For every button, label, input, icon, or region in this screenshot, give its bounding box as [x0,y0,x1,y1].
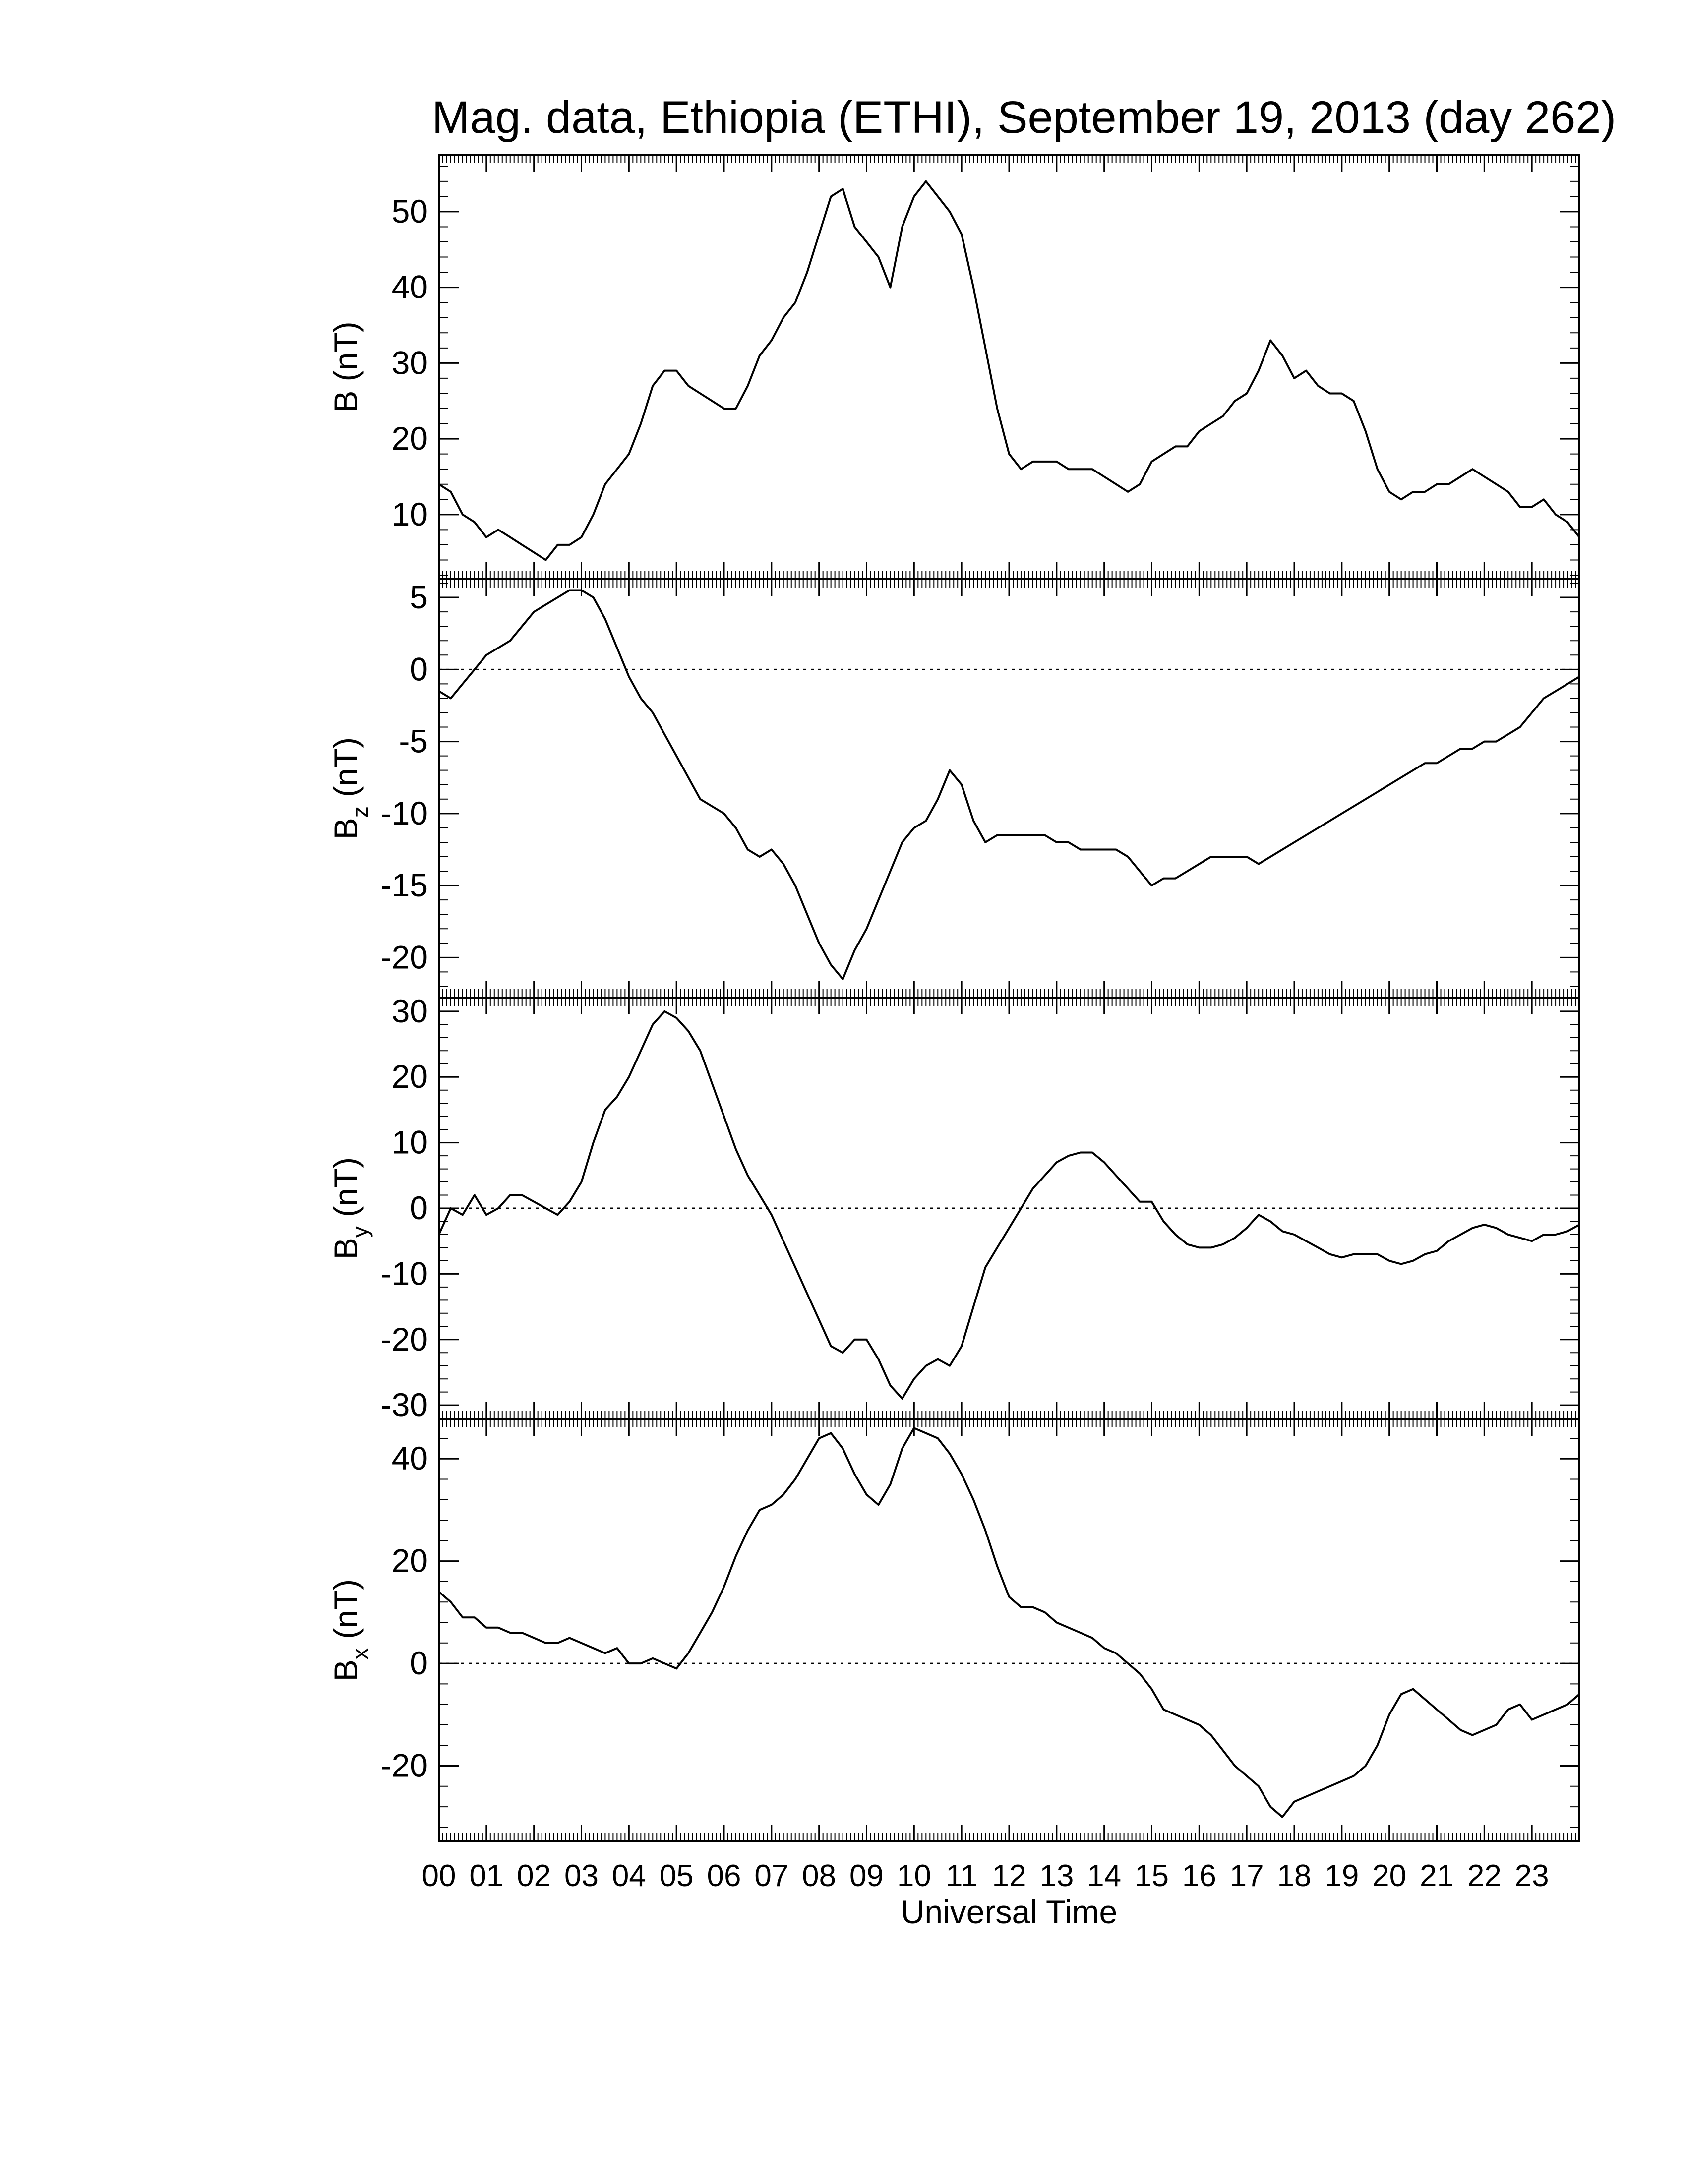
y-tick-label: 10 [392,1124,428,1161]
y-tick-label: -15 [381,867,428,903]
y-tick-label: -20 [381,1321,428,1358]
x-tick-label: 08 [802,1859,836,1893]
y-tick-label: 10 [392,496,428,532]
y-tick-label: 5 [410,579,428,615]
x-axis-label: Universal Time [901,1893,1117,1930]
chart-title: Mag. data, Ethiopia (ETHI), September 19… [432,92,1616,143]
x-tick-label: 02 [517,1859,551,1893]
x-tick-label: 10 [897,1859,931,1893]
y-axis-label: By (nT) [327,1157,373,1259]
x-tick-label: 06 [707,1859,741,1893]
panel-frame [438,1418,1580,1842]
x-tick-label: 19 [1325,1859,1359,1893]
series-line [438,1010,1580,1400]
x-tick-label: 22 [1467,1859,1502,1893]
x-tick-label: 11 [946,1859,977,1893]
y-axis-label: B (nT) [327,321,364,412]
x-tick-label: 13 [1039,1859,1074,1893]
y-tick-label: 30 [392,344,428,381]
y-tick-label: 20 [392,1542,428,1579]
x-tick-label: 09 [849,1859,884,1893]
x-tick-label: 14 [1087,1859,1121,1893]
x-tick-label: 01 [469,1859,503,1893]
series-line [438,1427,1580,1818]
x-tick-label: 03 [564,1859,599,1893]
y-tick-label: -20 [381,939,428,975]
x-tick-label: 16 [1182,1859,1216,1893]
x-tick-label: 05 [660,1859,694,1893]
y-tick-label: 20 [392,1058,428,1095]
x-tick-label: 20 [1372,1859,1406,1893]
panel-frame [438,578,1580,999]
y-tick-label: -20 [381,1747,428,1784]
y-tick-label: -10 [381,795,428,831]
y-tick-label: 0 [410,650,428,687]
x-tick-label: 00 [422,1859,456,1893]
y-axis-label: Bz (nT) [327,737,373,839]
y-tick-label: 20 [392,420,428,457]
y-axis-label: Bx (nT) [327,1579,373,1681]
x-tick-label: 07 [754,1859,788,1893]
x-tick-label: 17 [1230,1859,1264,1893]
y-tick-label: 0 [410,1189,428,1226]
x-tick-label: 12 [992,1859,1026,1893]
x-tick-label: 15 [1135,1859,1169,1893]
panel-frame [438,154,1580,580]
y-tick-label: 40 [392,1440,428,1476]
series-line [438,589,1580,980]
x-tick-label: 04 [612,1859,646,1893]
y-tick-label: -10 [381,1255,428,1292]
y-tick-label: -5 [399,723,428,760]
series-line [438,180,1580,561]
y-tick-label: 30 [392,993,428,1029]
y-tick-label: 40 [392,269,428,305]
x-tick-label: 23 [1515,1859,1549,1893]
x-tick-label: 18 [1277,1859,1312,1893]
y-tick-label: -30 [381,1386,428,1423]
y-tick-label: 50 [392,193,428,230]
x-tick-label: 21 [1420,1859,1454,1893]
y-tick-label: 0 [410,1645,428,1681]
